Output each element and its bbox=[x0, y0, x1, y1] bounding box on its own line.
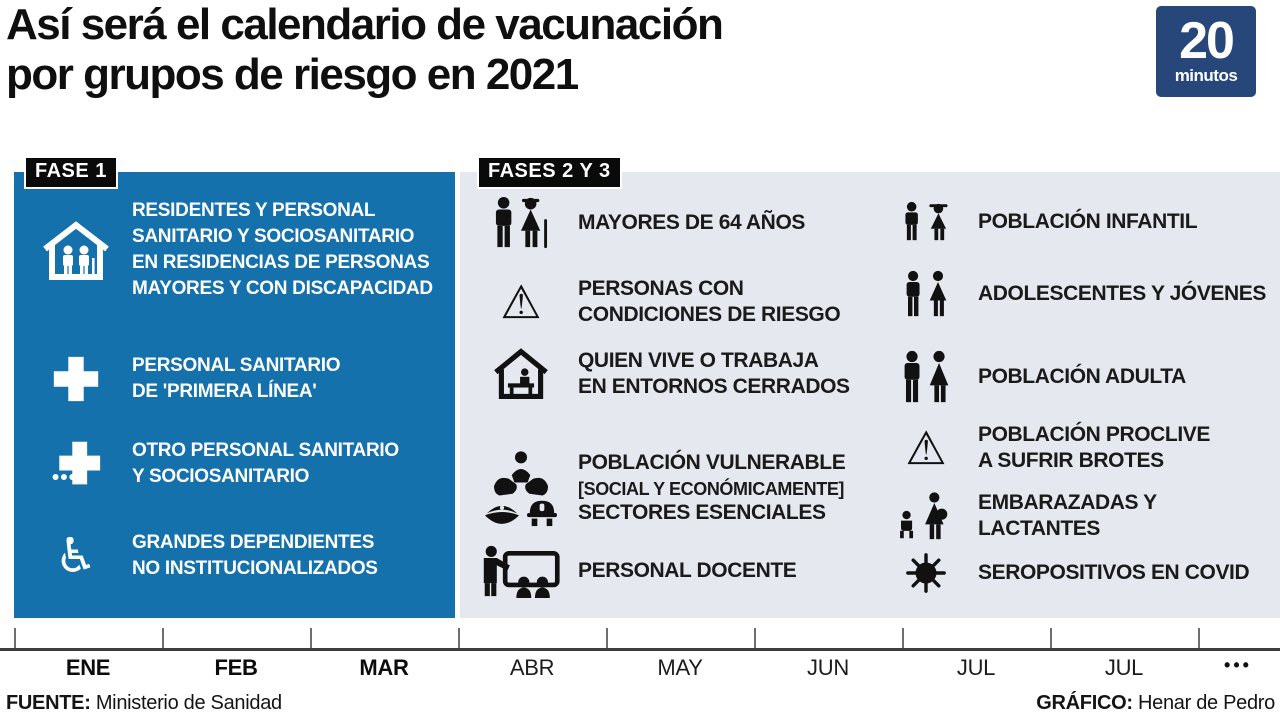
fase1-item-residentes: RESIDENTES Y PERSONAL SANITARIO Y SOCIOS… bbox=[32, 198, 433, 302]
credit-label: GRÁFICO: bbox=[1036, 692, 1133, 714]
fases23-item-subtext: [SOCIAL Y ECONÓMICAMENTE] bbox=[578, 479, 845, 499]
pregnant-baby-icon bbox=[888, 491, 964, 541]
hands-care-icon bbox=[478, 449, 564, 503]
timeline-tick bbox=[310, 628, 312, 648]
fases23-item-poblacion-infantil: POBLACIÓN INFANTIL bbox=[888, 200, 1198, 244]
fase1-item-personal-sanitario: PERSONAL SANITARIO DE 'PRIMERA LÍNEA' bbox=[32, 352, 341, 406]
essential-sectors-icons bbox=[478, 498, 564, 527]
credit-value: Henar de Pedro bbox=[1132, 692, 1275, 714]
source-credit: FUENTE: Ministerio de Sanidad bbox=[6, 692, 282, 715]
fases23-item-personal-docente: PERSONAL DOCENTE bbox=[478, 544, 797, 598]
timeline-ellipsis: ••• bbox=[1224, 655, 1252, 675]
fases23-item-label: MAYORES DE 64 AÑOS bbox=[578, 211, 805, 234]
fases23-item-seropositivos: SEROPOSITIVOS EN COVID bbox=[888, 552, 1250, 594]
timeline-tick bbox=[902, 628, 904, 648]
warning-icon: ⚠ bbox=[500, 275, 542, 329]
timeline-month-jul2: JUL bbox=[1104, 655, 1144, 680]
timeline-month-abr: ABR bbox=[509, 655, 555, 680]
page-title: Así será el calendario de vacunación por… bbox=[6, 0, 724, 100]
timeline-tick bbox=[14, 628, 16, 648]
fases23-item-poblacion-vulnerable: POBLACIÓN VULNERABLE [SOCIAL Y ECONÓMICA… bbox=[478, 424, 846, 528]
fase1-label: FASE 1 bbox=[24, 156, 118, 189]
timeline-month-jun: JUN bbox=[807, 655, 849, 680]
fases23-item-poblacion-adulta: POBLACIÓN ADULTA bbox=[888, 350, 1186, 404]
fases23-item-label: PERSONAS CON CONDICIONES DE RIESGO bbox=[578, 277, 841, 326]
page-title-line1: Así será el calendario de vacunación bbox=[6, 0, 724, 49]
house-worker-icon bbox=[478, 346, 564, 402]
fases23-item-label: SECTORES ESENCIALES bbox=[578, 500, 826, 524]
fases23-item-label: POBLACIÓN INFANTIL bbox=[978, 210, 1198, 233]
timeline-tick bbox=[162, 628, 164, 648]
timeline-tick bbox=[458, 628, 460, 648]
source-value: Ministerio de Sanidad bbox=[90, 692, 282, 714]
elderly-couple-icon bbox=[478, 196, 564, 250]
fases23-panel: MAYORES DE 64 AÑOS ⚠ PERSONAS CON CONDIC… bbox=[460, 172, 1280, 618]
house-residents-icon bbox=[32, 217, 120, 283]
fase1-item-label: PERSONAL SANITARIO DE 'PRIMERA LÍNEA' bbox=[132, 355, 341, 402]
fases23-item-label: PERSONAL DOCENTE bbox=[578, 559, 797, 582]
fases23-item-sectores-esenciales: SECTORES ESENCIALES bbox=[478, 498, 826, 527]
fase1-item-label: GRANDES DEPENDIENTES NO INSTITUCIONALIZA… bbox=[132, 532, 378, 579]
fase1-item-otro-personal: OTRO PERSONAL SANITARIO Y SOCIOSANITARIO bbox=[32, 438, 399, 490]
medical-cross-icon bbox=[32, 352, 120, 406]
timeline-tick bbox=[606, 628, 608, 648]
fases23-item-label: EMBARAZADAS Y LACTANTES bbox=[978, 491, 1157, 540]
brand-logo-number: 20 bbox=[1179, 12, 1235, 71]
fases23-item-adolescentes: ADOLESCENTES Y JÓVENES bbox=[888, 270, 1266, 318]
timeline-tick bbox=[754, 628, 756, 648]
children-icon bbox=[888, 200, 964, 244]
timeline-month-ene: ENE bbox=[65, 655, 111, 680]
graphic-credit: GRÁFICO: Henar de Pedro bbox=[1036, 692, 1275, 715]
timeline-month-jul1: JUL bbox=[956, 655, 996, 680]
timeline-axis bbox=[0, 648, 1280, 651]
fases23-item-proclive-brotes: ⚠ POBLACIÓN PROCLIVE A SUFRIR BROTES bbox=[888, 422, 1210, 474]
fases23-label: FASES 2 Y 3 bbox=[477, 156, 622, 189]
virus-icon bbox=[888, 552, 964, 594]
adults-icon bbox=[888, 350, 964, 404]
source-label: FUENTE: bbox=[6, 692, 91, 714]
fases23-item-label: POBLACIÓN ADULTA bbox=[978, 365, 1186, 388]
fases23-item-label: POBLACIÓN VULNERABLE [SOCIAL Y ECONÓMICA… bbox=[578, 424, 846, 528]
fase1-panel: RESIDENTES Y PERSONAL SANITARIO Y SOCIOS… bbox=[14, 172, 455, 618]
teacher-icon bbox=[478, 544, 564, 598]
fases23-item-embarazadas: EMBARAZADAS Y LACTANTES bbox=[888, 490, 1280, 542]
timeline-tick bbox=[1050, 628, 1052, 648]
fases23-item-mayores64: MAYORES DE 64 AÑOS bbox=[478, 196, 805, 250]
timeline-month-mar: MAR bbox=[359, 655, 409, 680]
fase1-item-grandes-dependientes: ♿ GRANDES DEPENDIENTES NO INSTITUCIONALI… bbox=[32, 528, 378, 584]
fases23-item-label: QUIEN VIVE O TRABAJA EN ENTORNOS CERRADO… bbox=[578, 349, 850, 398]
wheelchair-icon: ♿ bbox=[54, 528, 98, 584]
fases23-item-label: ADOLESCENTES Y JÓVENES bbox=[978, 282, 1267, 305]
fase1-item-label: RESIDENTES Y PERSONAL SANITARIO Y SOCIOS… bbox=[132, 200, 433, 299]
page-title-line2: por grupos de riesgo en 2021 bbox=[6, 50, 579, 99]
fases23-item-label: SEROPOSITIVOS EN COVID bbox=[978, 561, 1250, 584]
warning-icon: ⚠ bbox=[905, 421, 947, 475]
fases23-item-entornos-cerrados: QUIEN VIVE O TRABAJA EN ENTORNOS CERRADO… bbox=[478, 346, 850, 402]
fases23-item-text: POBLACIÓN VULNERABLE bbox=[578, 451, 846, 474]
brand-logo: 20 minutos bbox=[1156, 6, 1256, 97]
helmet-icon bbox=[527, 500, 557, 527]
fase1-item-label: OTRO PERSONAL SANITARIO Y SOCIOSANITARIO bbox=[132, 440, 399, 487]
timeline-month-feb: FEB bbox=[214, 655, 258, 680]
fases23-item-label: POBLACIÓN PROCLIVE A SUFRIR BROTES bbox=[978, 423, 1210, 472]
timeline-tick bbox=[1198, 628, 1200, 648]
timeline-month-may: MAY bbox=[657, 655, 703, 680]
police-cap-icon bbox=[484, 505, 520, 524]
teens-icon bbox=[888, 270, 964, 318]
brand-logo-name: minutos bbox=[1174, 65, 1238, 85]
medical-cross-dots-icon bbox=[32, 438, 120, 490]
fases23-item-condiciones-riesgo: ⚠ PERSONAS CON CONDICIONES DE RIESGO bbox=[478, 276, 840, 328]
